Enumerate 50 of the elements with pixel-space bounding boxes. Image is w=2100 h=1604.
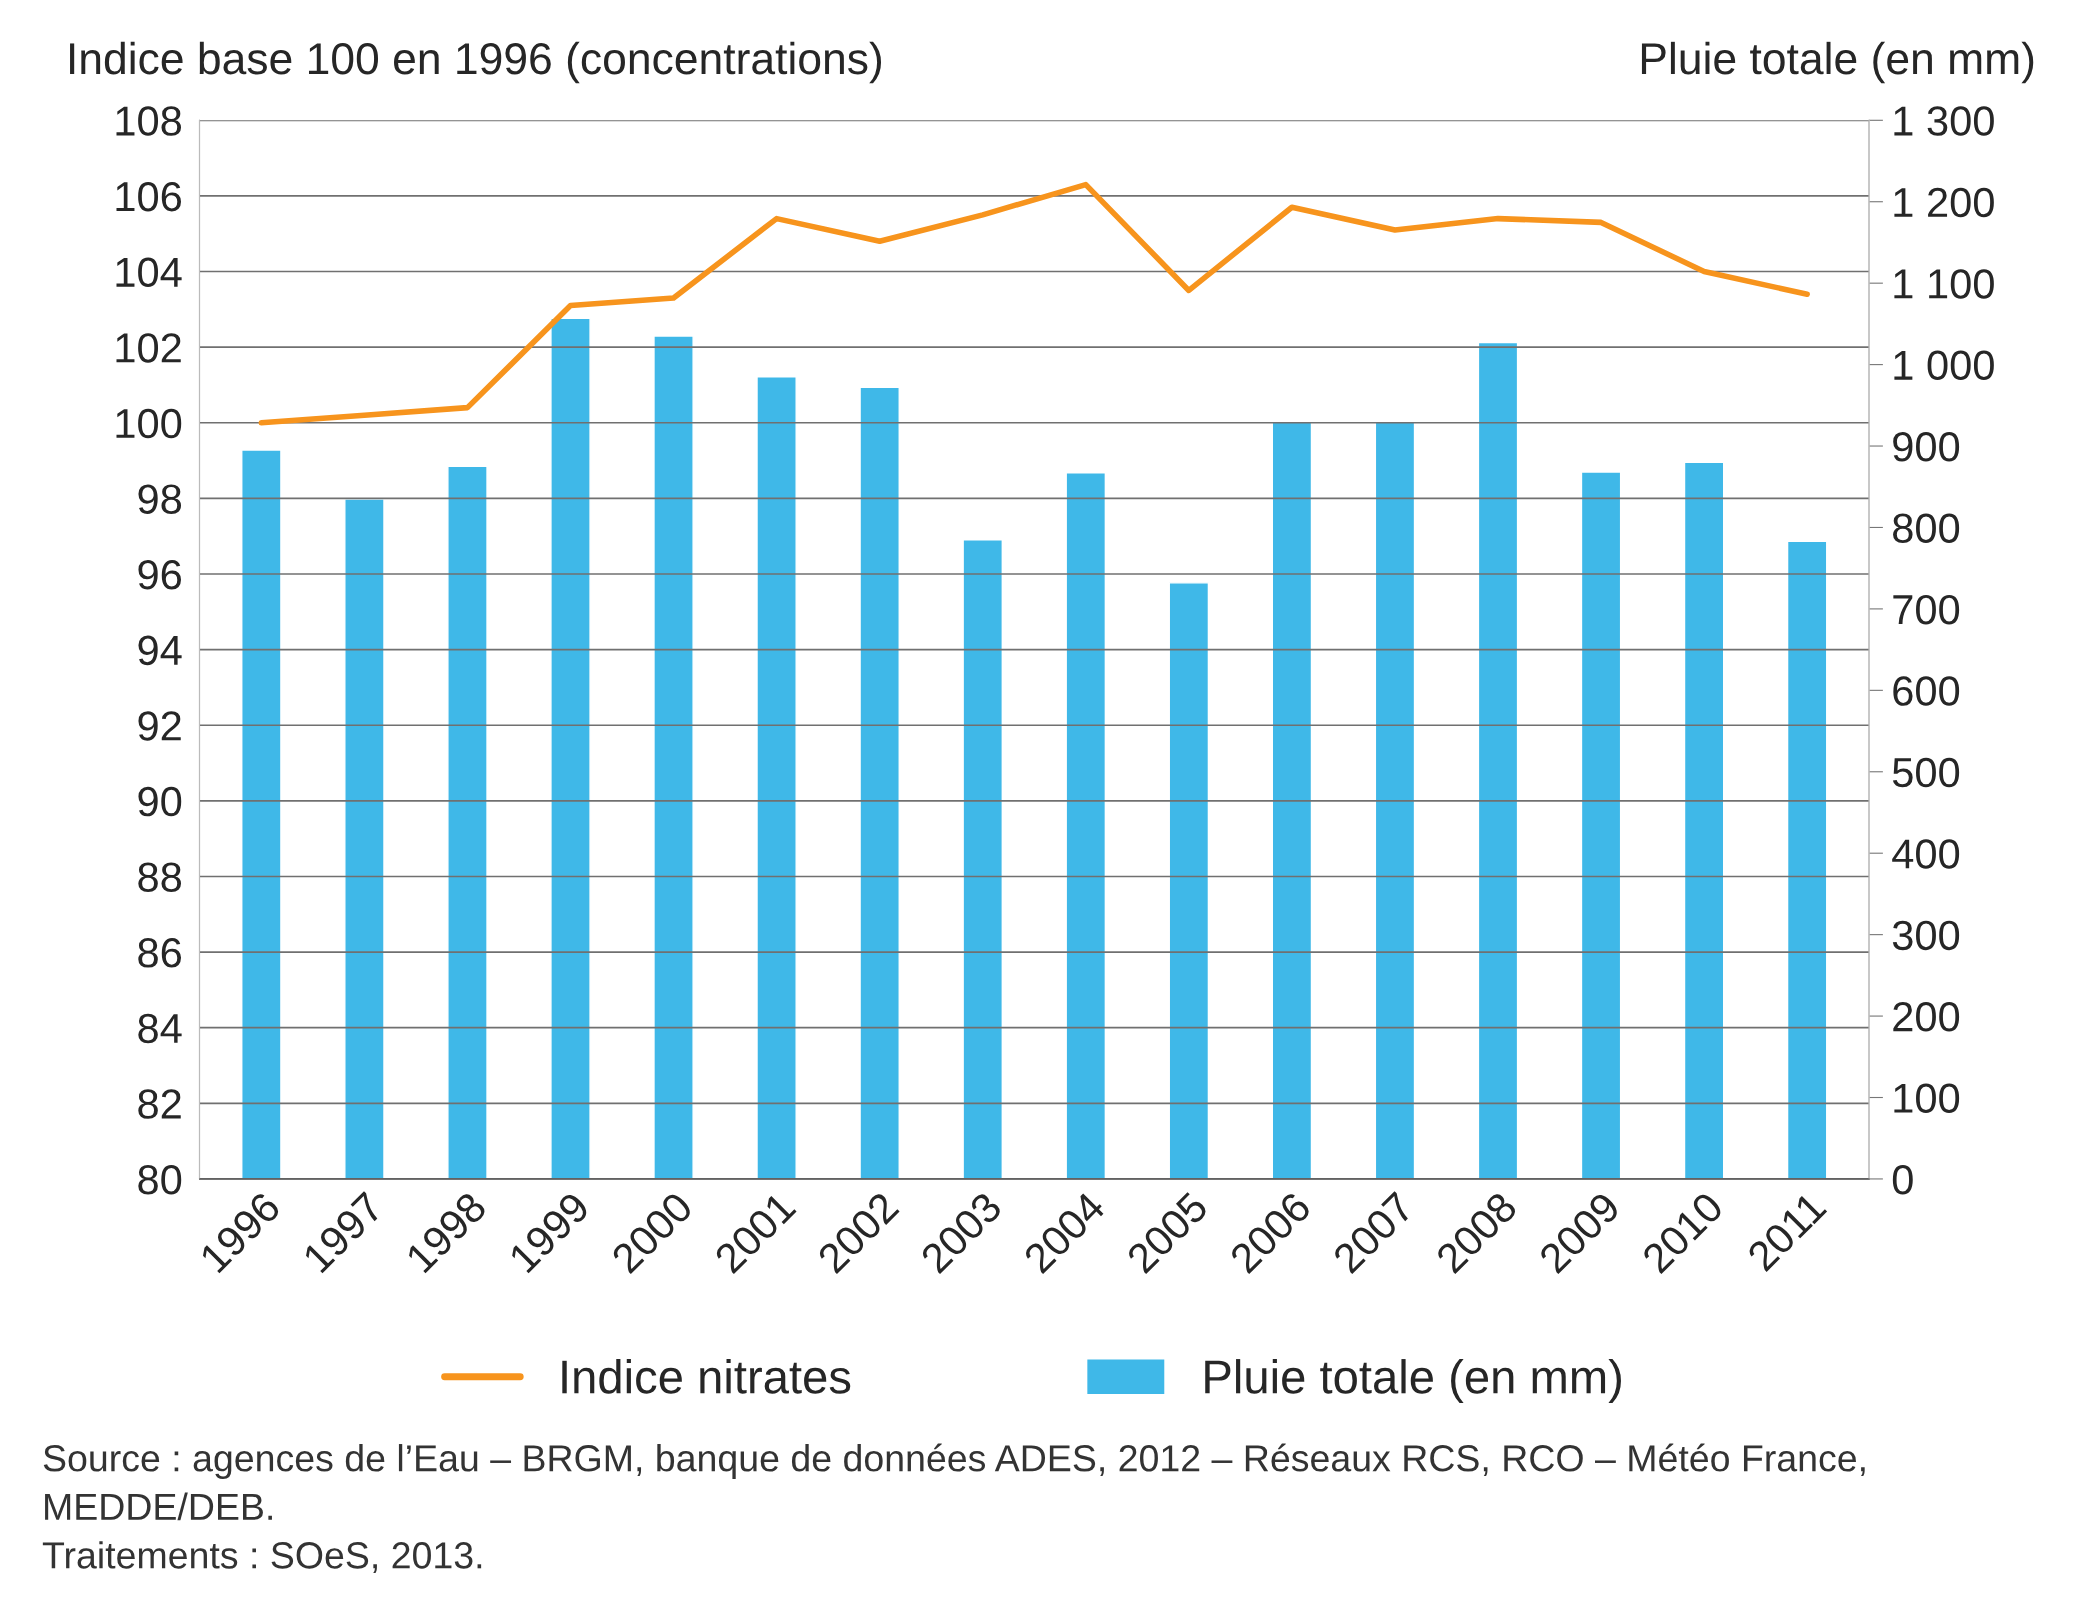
source-note: Source : agences de l’Eau – BRGM, banque de données ADES, 2012 – Réseaux RCS, RCO – Météo France, MEDDE/DEB. Traitements : SOeS, 2013. [42,1443,1865,1574]
bar [1580,471,1622,1179]
bar [1271,420,1313,1179]
y2-tick-label: 1 000 [1894,350,1994,381]
y2-tick-label: 1 100 [1894,269,1994,299]
y2-tick-label: 700 [1893,594,1960,625]
bar [447,465,488,1179]
y-tick-label: 102 [116,333,181,363]
y-tick-label: 86 [138,938,182,968]
y2-tick-label: 1 200 [1894,187,1994,218]
legend-label: Pluie totale (en mm) [1205,1359,1621,1404]
y2-tick-label: 500 [1892,757,1960,788]
bar [756,376,797,1179]
bar [859,386,900,1179]
y2-tick-label: 600 [1893,676,1960,706]
bar [1477,341,1519,1179]
bar [1374,420,1416,1179]
y2-tick-label: 200 [1893,1002,1960,1032]
y2-tick-label: 900 [1893,432,1960,462]
y-tick-label: 104 [116,257,182,288]
y-tick-label: 96 [138,560,182,590]
bar [550,317,591,1179]
y-tick-label: 82 [138,1089,181,1119]
legend-label: Indice nitrates [562,1359,851,1394]
y-tick-label: 92 [138,711,181,741]
y-axis-title: Indice base 100 en 1996 (concentrations) [70,41,882,84]
bar [1065,472,1107,1179]
y-tick-label: 88 [138,862,182,892]
y2-tick-label: 1 300 [1894,106,1994,136]
y2-tick-label: 100 [1894,1083,1960,1114]
y-tick-label: 106 [116,181,182,212]
y2-axis-title: Pluie totale (en mm) [1641,41,2034,84]
y2-tick-label: 800 [1893,513,1960,543]
bar [1786,540,1828,1179]
bar [962,538,1003,1179]
y-tick-label: 100 [116,408,182,439]
bar [653,335,694,1179]
bar [1683,461,1725,1179]
bar [241,449,282,1179]
y-tick-label: 108 [116,106,182,136]
y-tick-label: 98 [138,484,182,514]
y2-tick-label: 300 [1892,920,1960,951]
y2-tick-label: 400 [1892,839,1960,869]
y-tick-label: 80 [138,1164,182,1195]
bar [1168,582,1210,1179]
y2-tick-label: 0 [1892,1164,1913,1195]
y-tick-label: 84 [138,1013,182,1044]
y-tick-label: 90 [138,786,182,817]
bar [344,498,385,1179]
y-tick-label: 94 [138,635,182,666]
